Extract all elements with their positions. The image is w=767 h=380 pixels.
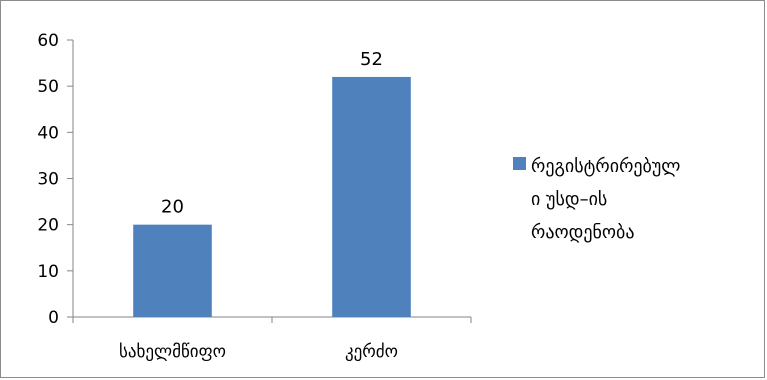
legend: რეგისტრირებულ ი უსდ–ის რაოდენობა: [513, 156, 680, 243]
y-tick-label: 20: [37, 216, 59, 236]
legend-swatch: [513, 157, 526, 170]
category-label: სახელმწიფო: [119, 342, 226, 362]
y-tick-label: 0: [48, 308, 59, 328]
bar: [133, 224, 212, 317]
category-label: კერძო: [345, 342, 398, 362]
legend-label-line: ი უსდ–ის: [531, 189, 607, 210]
data-label: 52: [360, 49, 383, 70]
legend-label-line: რეგისტრირებულ: [531, 156, 680, 177]
y-tick-label: 60: [37, 31, 59, 51]
y-tick-label: 40: [37, 123, 59, 143]
x-axis: სახელმწიფო კერძო: [72, 316, 472, 362]
data-label: 20: [161, 197, 184, 218]
y-tick-label: 30: [37, 170, 59, 190]
y-tick-label: 10: [37, 262, 59, 282]
y-tick-label: 50: [37, 77, 59, 97]
legend-label-line: რაოდენობა: [531, 222, 635, 243]
bar: [332, 76, 411, 317]
y-axis: 0 10 20 30 40 50 60: [37, 31, 74, 328]
